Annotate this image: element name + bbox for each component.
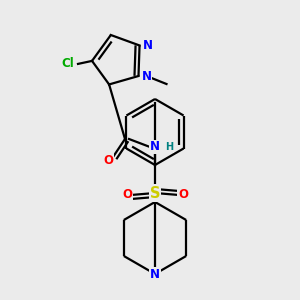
Text: S: S <box>150 185 160 200</box>
Text: N: N <box>142 70 152 83</box>
Text: H: H <box>165 142 173 152</box>
Text: Cl: Cl <box>61 57 74 70</box>
Text: N: N <box>142 39 153 52</box>
Text: N: N <box>150 268 160 281</box>
Text: O: O <box>103 154 113 166</box>
Text: O: O <box>122 188 132 202</box>
Text: N: N <box>150 140 160 154</box>
Text: O: O <box>178 188 188 202</box>
